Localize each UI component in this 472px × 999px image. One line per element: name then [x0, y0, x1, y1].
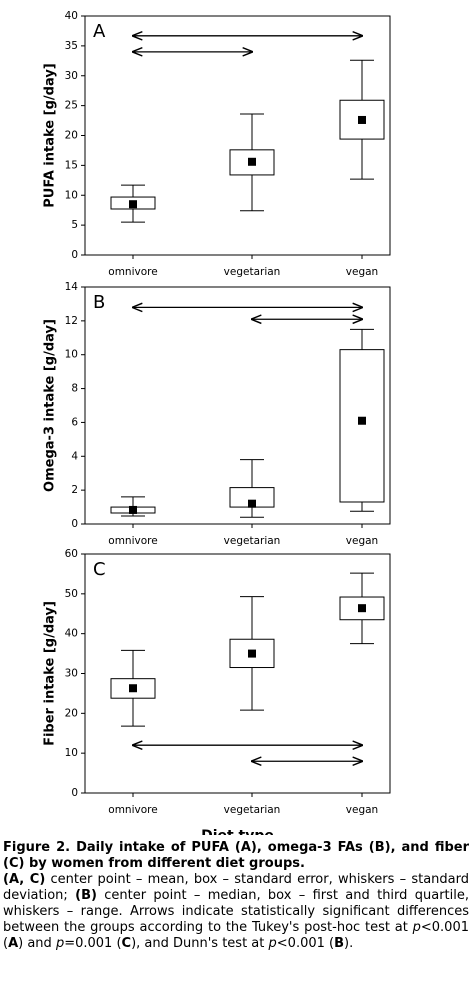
center-point — [129, 684, 137, 693]
y-tick-label: 20 — [65, 130, 78, 142]
y-tick-label: 40 — [65, 10, 78, 22]
y-tick-label: 30 — [65, 668, 78, 680]
box — [339, 99, 385, 140]
plot-frame — [84, 553, 391, 794]
y-tick-label: 20 — [65, 707, 78, 719]
center-point — [358, 604, 366, 613]
center-point — [358, 115, 366, 124]
caption-run: p — [55, 936, 65, 951]
x-tick-label: vegetarian — [224, 804, 281, 816]
y-tick-label: 35 — [65, 40, 78, 52]
caption-run: C — [121, 936, 132, 951]
caption-run: p — [412, 920, 421, 935]
center-point — [248, 157, 256, 166]
x-axis-title: Diet type — [201, 828, 274, 835]
y-tick-label: 0 — [71, 787, 78, 799]
caption-run: p — [268, 936, 277, 951]
y-tick-label: 14 — [65, 281, 79, 293]
x-tick-label: omnivore — [108, 535, 157, 547]
x-tick-label: vegetarian — [224, 535, 281, 547]
y-axis-title: Fiber intake [g/day] — [43, 601, 58, 746]
box — [339, 349, 385, 503]
caption-run: <0.001 ( — [3, 920, 469, 951]
caption: Figure 2. Daily intake of PUFA (A), omeg… — [3, 840, 469, 952]
x-tick-label: vegetarian — [224, 266, 281, 278]
caption-run: center point – median, box – first and t… — [3, 888, 469, 935]
caption-run: <0.001 ( — [276, 936, 335, 951]
center-point — [129, 505, 137, 514]
caption-run: ) and — [18, 936, 56, 951]
plot-frame — [84, 286, 391, 525]
y-tick-label: 12 — [65, 315, 78, 327]
y-tick-label: 6 — [71, 416, 78, 428]
caption-run: center point – mean, box – standard erro… — [3, 872, 469, 903]
y-tick-label: 60 — [65, 548, 78, 560]
y-tick-label: 25 — [65, 100, 78, 112]
y-tick-label: 10 — [65, 349, 78, 361]
center-point — [358, 416, 366, 425]
center-point — [129, 200, 137, 209]
panel-label: C — [93, 559, 106, 580]
y-tick-label: 10 — [65, 747, 78, 759]
y-tick-label: 0 — [71, 249, 78, 261]
caption-run: A — [8, 936, 19, 951]
x-tick-label: vegan — [346, 804, 378, 816]
y-axis-title: PUFA intake [g/day] — [43, 63, 58, 208]
center-point — [248, 649, 256, 658]
caption-run: =0.001 ( — [64, 936, 122, 951]
panel-label: B — [93, 292, 105, 313]
x-tick-label: omnivore — [108, 266, 157, 278]
y-tick-label: 0 — [71, 518, 78, 530]
center-point — [248, 499, 256, 508]
x-tick-label: omnivore — [108, 804, 157, 816]
panel-label: A — [93, 21, 106, 42]
y-tick-label: 30 — [65, 70, 78, 82]
caption-run: (A, C) — [3, 872, 46, 887]
y-tick-label: 8 — [71, 383, 78, 395]
x-tick-label: vegan — [346, 535, 378, 547]
y-tick-label: 5 — [71, 219, 78, 231]
y-tick-label: 50 — [65, 588, 78, 600]
caption-title: Figure 2. Daily intake of PUFA (A), omeg… — [3, 840, 469, 871]
x-tick-label: vegan — [346, 266, 378, 278]
box — [229, 149, 275, 176]
caption-run: (B) — [75, 888, 97, 903]
caption-run: B — [334, 936, 345, 951]
caption-run: ). — [344, 936, 354, 951]
y-axis-title: Omega-3 intake [g/day] — [43, 319, 58, 492]
y-tick-label: 2 — [71, 484, 78, 496]
caption-body: (A, C) center point – mean, box – standa… — [3, 872, 469, 952]
y-tick-label: 40 — [65, 628, 78, 640]
y-tick-label: 15 — [65, 159, 78, 171]
y-tick-label: 10 — [65, 189, 78, 201]
caption-run: ), and Dunn's test at — [131, 936, 269, 951]
y-tick-label: 4 — [71, 450, 78, 462]
